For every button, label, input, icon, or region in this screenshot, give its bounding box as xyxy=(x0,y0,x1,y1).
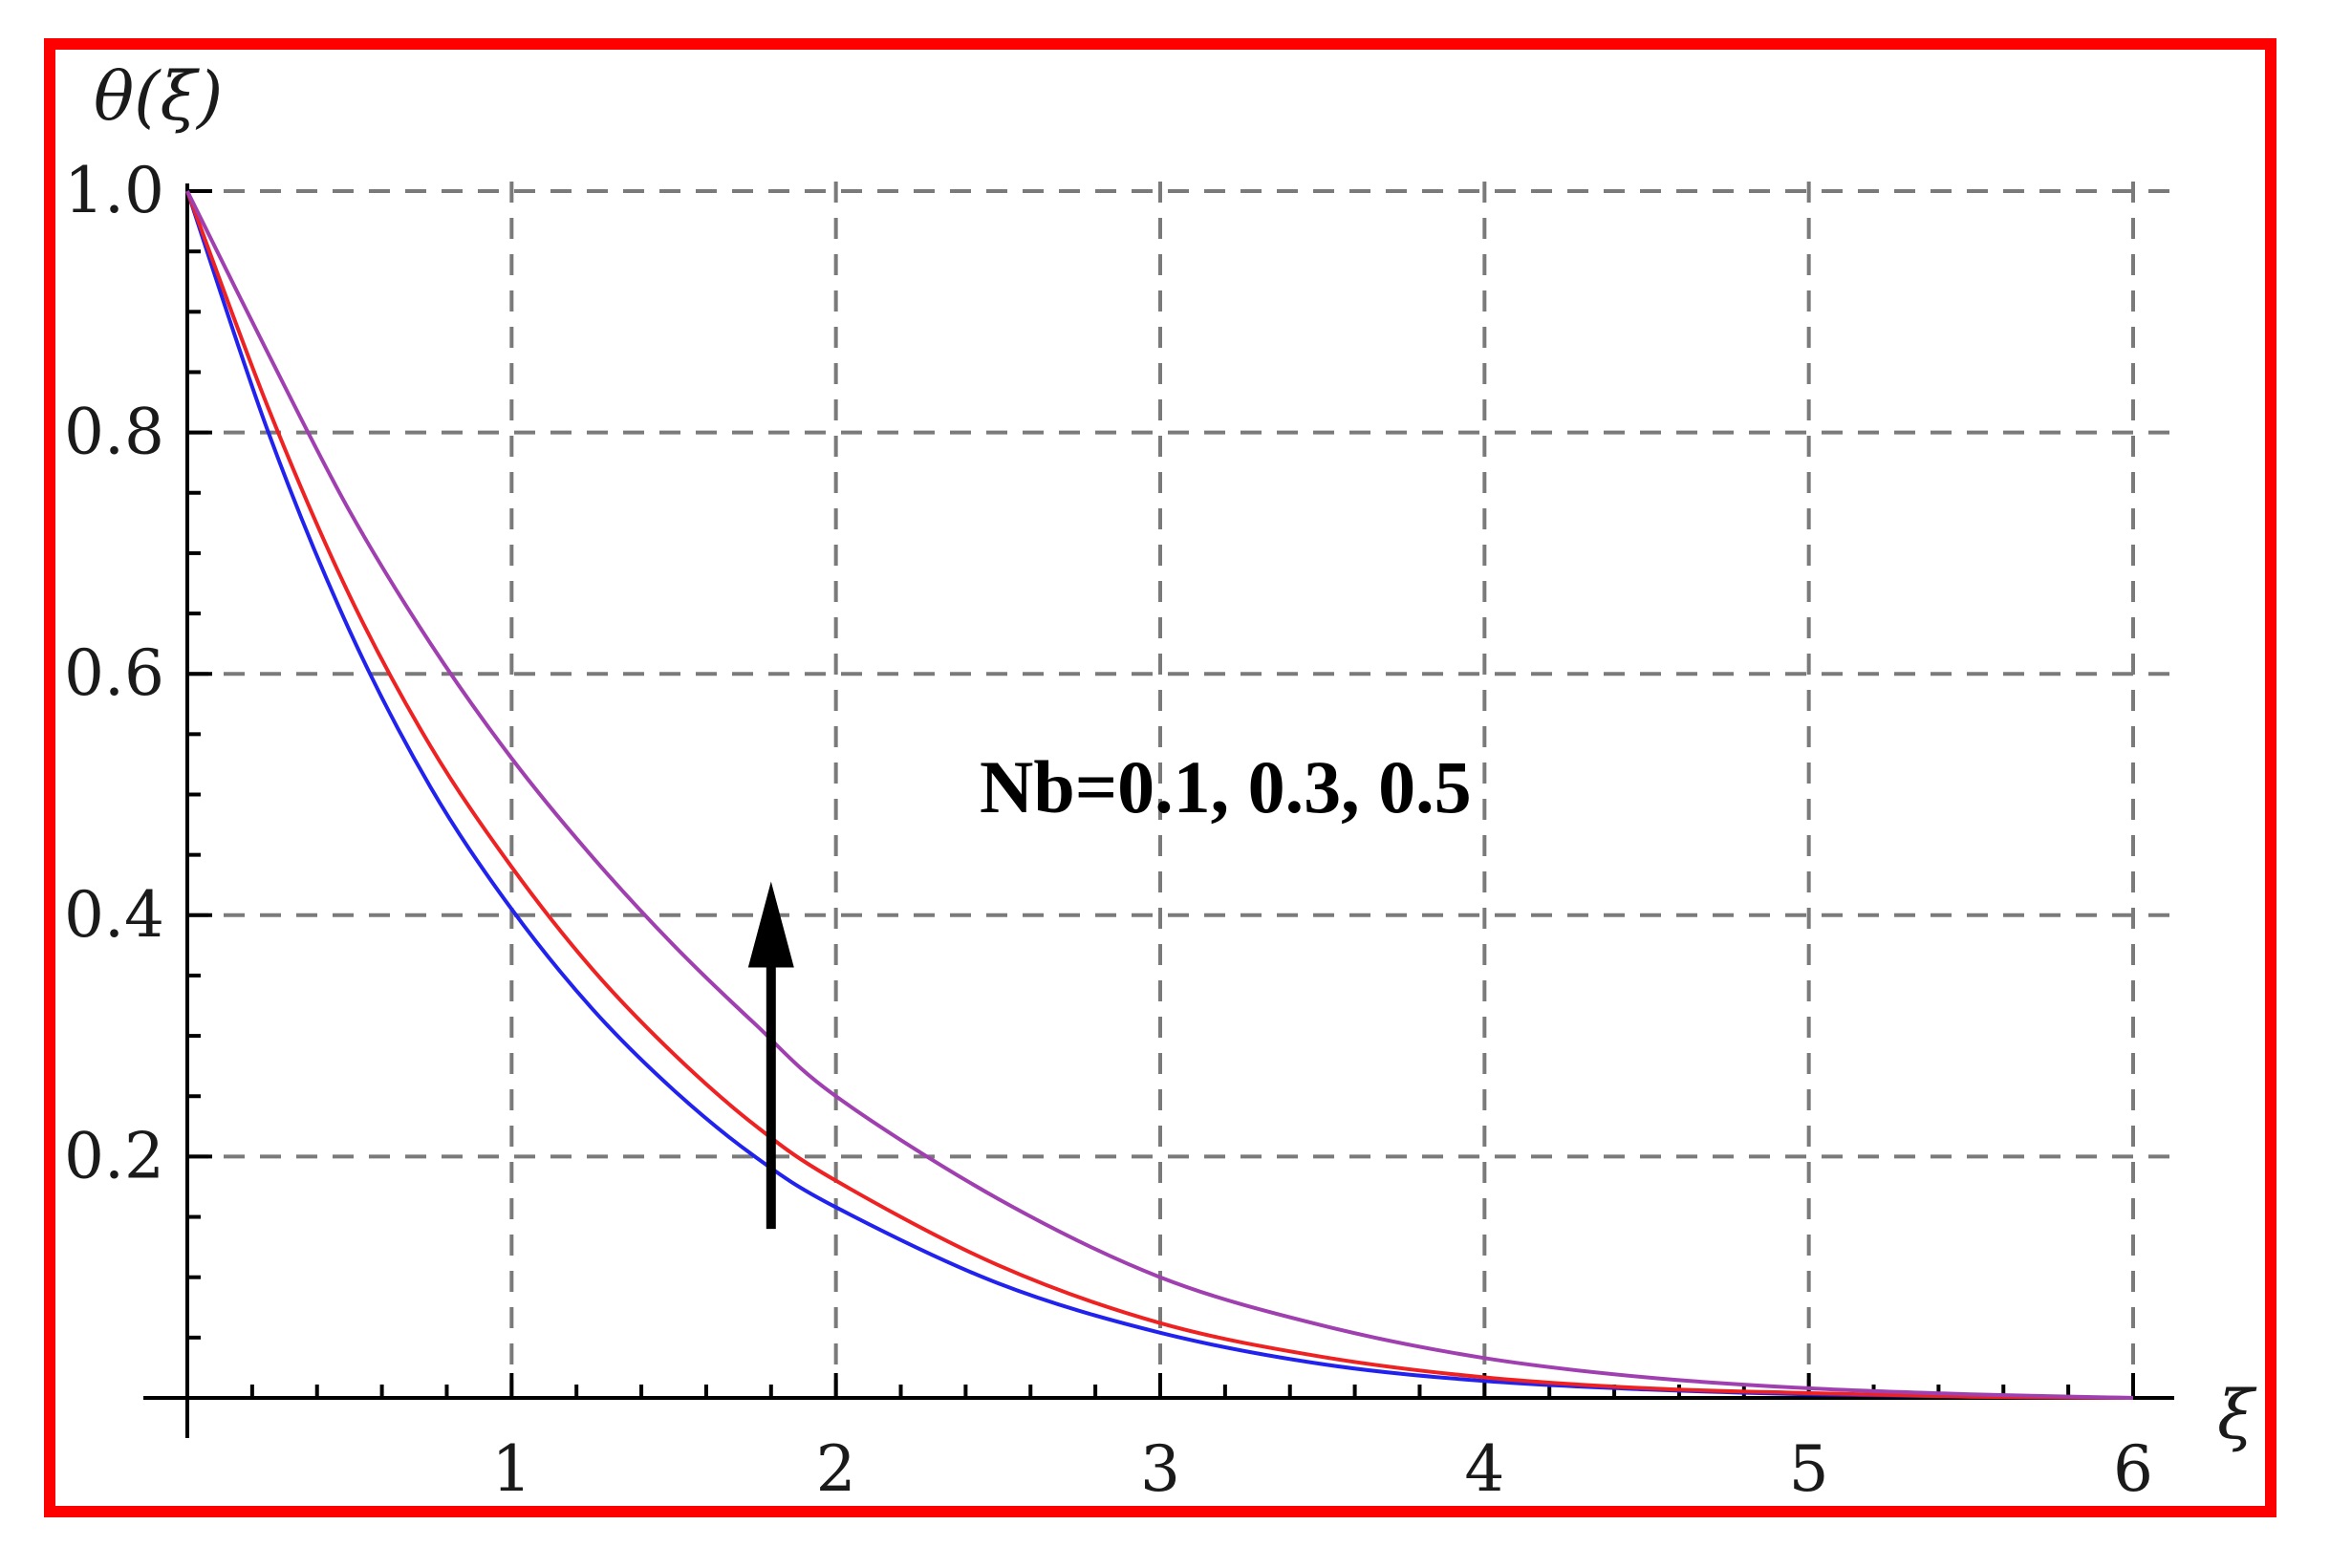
y-tick-label-0.4: 0.4 xyxy=(64,878,164,952)
y-tick-label-1.0: 1.0 xyxy=(64,154,164,227)
series-line-3 xyxy=(185,190,2134,1400)
y-tick-label-0.8: 0.8 xyxy=(64,396,164,469)
x-tick-label-2: 2 xyxy=(816,1432,856,1506)
x-axis-label: ξ xyxy=(2217,1376,2257,1454)
y-tick-label-0.2: 0.2 xyxy=(64,1119,164,1192)
parameter-annotation: Nb=0.1, 0.3, 0.5 xyxy=(980,745,1472,828)
minor-ticks xyxy=(187,189,2135,1398)
series-lines xyxy=(185,190,2134,1400)
tick-labels: 1 2 3 4 5 6 0.2 0.4 0.6 0.8 1.0 xyxy=(64,154,2153,1506)
x-tick-label-4: 4 xyxy=(1464,1432,1504,1506)
series-line-2 xyxy=(185,190,2134,1400)
arrow-head xyxy=(747,881,794,968)
x-tick-label-3: 3 xyxy=(1140,1432,1180,1506)
x-tick-label-1: 1 xyxy=(491,1432,531,1506)
y-axis-label: θ(ξ) xyxy=(94,57,223,136)
gridlines xyxy=(187,182,2179,1398)
trend-arrow xyxy=(747,881,794,1230)
x-tick-label-6: 6 xyxy=(2113,1432,2153,1506)
y-tick-label-0.6: 0.6 xyxy=(64,636,164,710)
x-tick-label-5: 5 xyxy=(1789,1432,1829,1506)
